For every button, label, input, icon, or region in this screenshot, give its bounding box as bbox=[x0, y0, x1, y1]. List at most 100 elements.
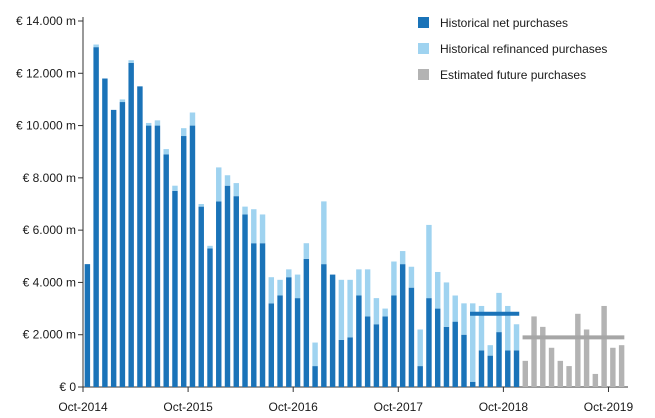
bar-net-purchases bbox=[198, 206, 204, 387]
bar-future-purchases bbox=[522, 360, 528, 387]
y-axis: € 0 € 2.000 m € 4.000 m € 6.000 m € 8.000 m €… bbox=[16, 14, 84, 394]
bar-net-purchases bbox=[277, 295, 283, 387]
bar-net-purchases bbox=[312, 366, 318, 387]
bar-refinanced-purchases bbox=[303, 243, 310, 259]
legend-swatch-future bbox=[418, 69, 429, 80]
bar-net-purchases bbox=[181, 136, 187, 387]
bar-refinanced-purchases bbox=[128, 60, 134, 63]
bar-net-purchases bbox=[487, 355, 493, 387]
legend-label-net: Historical net purchases bbox=[440, 16, 568, 30]
legend-label-future: Estimated future purchases bbox=[440, 68, 586, 82]
bar-refinanced-purchases bbox=[216, 167, 222, 202]
bar-refinanced-purchases bbox=[312, 342, 318, 367]
bar-net-purchases bbox=[154, 125, 161, 388]
bar-refinanced-purchases bbox=[294, 274, 301, 299]
bar-net-purchases bbox=[391, 295, 397, 387]
bar-net-purchases bbox=[461, 334, 467, 387]
bar-refinanced-purchases bbox=[93, 44, 99, 48]
bar-refinanced-purchases bbox=[505, 305, 511, 351]
bar-future-purchases bbox=[566, 366, 572, 387]
x-tick-label: Oct-2015 bbox=[163, 400, 213, 414]
bar-refinanced-purchases bbox=[373, 298, 380, 325]
legend-label-refinanced: Historical refinanced purchases bbox=[440, 42, 607, 56]
bar-refinanced-purchases bbox=[382, 308, 388, 317]
bar-net-purchases bbox=[84, 264, 91, 387]
bar-future-purchases bbox=[575, 313, 581, 387]
y-tick-label: € 8.000 m bbox=[23, 171, 76, 185]
bar-refinanced-purchases bbox=[189, 112, 196, 126]
bar-refinanced-purchases bbox=[434, 271, 441, 309]
bar-net-purchases bbox=[356, 295, 362, 387]
bar-net-purchases bbox=[364, 316, 371, 387]
bar-refinanced-purchases bbox=[452, 295, 458, 322]
bar-net-purchases bbox=[470, 381, 476, 387]
bar-refinanced-purchases bbox=[154, 120, 161, 126]
bar-net-purchases bbox=[303, 258, 310, 387]
bar-net-purchases bbox=[251, 243, 257, 387]
bar-net-purchases bbox=[268, 303, 275, 387]
bar-refinanced-purchases bbox=[347, 279, 353, 338]
bar-net-purchases bbox=[434, 308, 441, 387]
y-tick-label: € 4.000 m bbox=[23, 275, 76, 289]
bar-net-purchases bbox=[505, 350, 511, 387]
y-tick-label: € 10.000 m bbox=[16, 119, 76, 133]
x-axis: Oct-2014 Oct-2015 Oct-2016 Oct-2017 Oct-2018… bbox=[58, 386, 634, 414]
bar-net-purchases bbox=[496, 332, 502, 387]
bar-refinanced-purchases bbox=[417, 329, 423, 367]
bar-refinanced-purchases bbox=[163, 149, 169, 155]
bars bbox=[84, 44, 625, 388]
bar-net-purchases bbox=[110, 109, 117, 387]
x-tick-label: Oct-2014 bbox=[58, 400, 108, 414]
bar-net-purchases bbox=[224, 185, 231, 387]
bar-refinanced-purchases bbox=[277, 279, 283, 296]
bar-refinanced-purchases bbox=[408, 266, 415, 288]
bar-net-purchases bbox=[426, 298, 432, 387]
bar-net-purchases bbox=[329, 274, 336, 387]
bar-refinanced-purchases bbox=[487, 345, 493, 356]
y-tick-label: € 0 bbox=[59, 380, 76, 394]
bar-net-purchases bbox=[294, 298, 301, 387]
bar-net-purchases bbox=[119, 102, 126, 388]
bar-future-purchases bbox=[557, 360, 564, 387]
bar-refinanced-purchases bbox=[224, 175, 231, 186]
bar-refinanced-purchases bbox=[259, 214, 266, 244]
x-tick-label: Oct-2018 bbox=[479, 400, 529, 414]
bar-net-purchases bbox=[417, 366, 423, 387]
bar-net-purchases bbox=[242, 214, 248, 387]
y-tick-label: € 6.000 m bbox=[23, 223, 76, 237]
bar-refinanced-purchases bbox=[207, 245, 213, 249]
average-lines bbox=[470, 311, 625, 340]
legend-swatch-refinanced bbox=[418, 43, 429, 54]
bar-refinanced-purchases bbox=[181, 128, 187, 137]
bar-net-purchases bbox=[163, 154, 169, 387]
bar-future-purchases bbox=[583, 329, 590, 387]
bar-net-purchases bbox=[443, 326, 450, 387]
legend: Historical net purchases Historical refi… bbox=[418, 16, 607, 82]
bar-refinanced-purchases bbox=[286, 269, 292, 278]
bar-future-purchases bbox=[548, 347, 555, 387]
bar-net-purchases bbox=[452, 321, 458, 387]
bar-refinanced-purchases bbox=[198, 204, 204, 207]
bar-refinanced-purchases bbox=[145, 122, 152, 126]
bar-refinanced-purchases bbox=[364, 269, 371, 317]
bar-future-purchases bbox=[592, 373, 599, 387]
y-tick-label: € 14.000 m bbox=[16, 14, 76, 28]
bar-refinanced-purchases bbox=[242, 206, 248, 215]
bar-future-purchases bbox=[540, 326, 546, 387]
bar-net-purchases bbox=[382, 316, 388, 387]
bar-net-purchases bbox=[321, 264, 327, 387]
bar-refinanced-purchases bbox=[251, 209, 257, 244]
bar-net-purchases bbox=[137, 86, 143, 387]
bar-net-purchases bbox=[513, 350, 520, 387]
bar-net-purchases bbox=[259, 243, 266, 387]
y-tick-label: € 2.000 m bbox=[23, 328, 76, 342]
x-tick-label: Oct-2019 bbox=[584, 400, 634, 414]
bar-future-purchases bbox=[531, 316, 537, 387]
bar-refinanced-purchases bbox=[513, 324, 520, 351]
bar-net-purchases bbox=[145, 125, 152, 388]
bar-refinanced-purchases bbox=[119, 99, 126, 103]
bar-future-purchases bbox=[618, 345, 625, 387]
bar-refinanced-purchases bbox=[172, 185, 178, 191]
bar-refinanced-purchases bbox=[478, 305, 485, 351]
